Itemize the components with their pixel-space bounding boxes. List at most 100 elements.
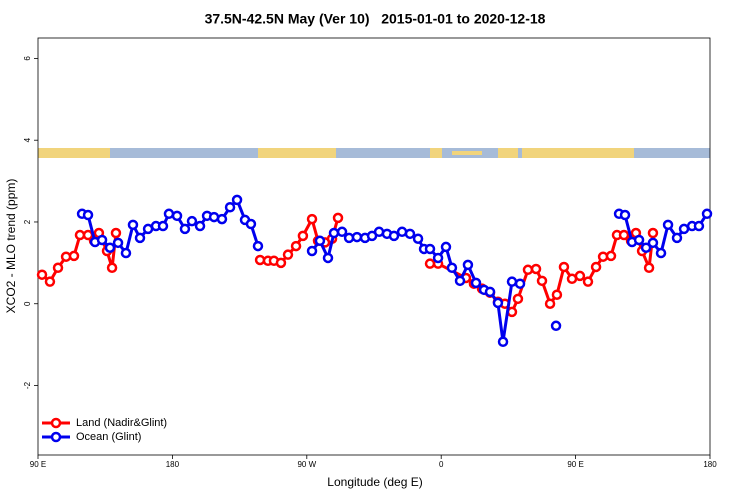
legend-marker — [50, 417, 62, 429]
land-band — [430, 148, 442, 158]
data-point — [662, 219, 674, 231]
ocean-band — [38, 148, 710, 158]
data-point — [446, 262, 458, 274]
y-tick-label: 2 — [23, 219, 32, 224]
data-point — [701, 208, 713, 220]
data-point — [424, 258, 436, 269]
data-point — [440, 241, 452, 253]
legend-marker — [50, 431, 62, 443]
y-tick-label: -2 — [23, 381, 32, 389]
land-band — [258, 148, 336, 158]
data-point — [245, 218, 257, 230]
x-tick-label: 180 — [703, 460, 717, 469]
y-tick-label: 0 — [23, 301, 32, 306]
data-point — [171, 210, 183, 222]
land-band — [522, 148, 634, 158]
x-axis-label: Longitude (deg E) — [327, 475, 422, 489]
data-point — [643, 262, 655, 274]
data-point — [647, 237, 659, 249]
data-point — [68, 250, 80, 262]
data-point — [522, 264, 534, 276]
data-point — [297, 230, 309, 242]
x-tick-label: 90 E — [30, 460, 46, 469]
data-point — [82, 209, 94, 221]
data-point — [179, 223, 191, 235]
data-point — [574, 270, 586, 282]
data-point — [544, 298, 556, 309]
data-point — [252, 240, 264, 252]
data-point — [388, 230, 400, 242]
x-tick-label: 180 — [166, 460, 180, 469]
data-point — [590, 261, 602, 273]
data-point — [671, 232, 683, 244]
data-point — [404, 228, 416, 240]
data-point — [484, 286, 496, 298]
y-tick-label: 6 — [23, 56, 32, 61]
data-point — [492, 297, 504, 309]
data-point — [120, 247, 132, 259]
x-tick-label: 0 — [439, 460, 444, 469]
data-point — [497, 336, 509, 348]
data-point — [633, 234, 645, 246]
data-point — [163, 208, 175, 220]
x-tick-label: 90 E — [567, 460, 583, 469]
data-point — [328, 227, 340, 239]
data-point — [618, 229, 630, 241]
y-axis-label: XCO2 - MLO trend (ppm) — [4, 179, 18, 314]
data-point — [96, 234, 108, 246]
data-point — [110, 227, 122, 239]
data-point — [332, 212, 344, 224]
data-point — [134, 232, 146, 244]
map-strip — [38, 148, 710, 158]
y-tick-label: 4 — [23, 137, 32, 142]
data-point — [412, 233, 424, 244]
data-point — [194, 220, 206, 232]
x-tick-label: 90 W — [297, 460, 316, 469]
data-point — [470, 277, 482, 289]
legend-label: Land (Nadir&Glint) — [76, 417, 167, 429]
data-point — [640, 242, 652, 253]
data-point — [462, 259, 474, 271]
data-point — [655, 247, 667, 259]
data-point — [104, 242, 116, 253]
data-point — [530, 263, 542, 275]
land-band — [498, 148, 518, 158]
data-point — [551, 289, 563, 300]
data-point — [514, 278, 526, 289]
data-point — [647, 227, 659, 239]
data-point — [582, 276, 594, 287]
data-point — [619, 209, 631, 221]
data-point — [224, 202, 236, 213]
data-point — [336, 226, 348, 238]
data-point — [52, 262, 64, 274]
data-point — [157, 220, 169, 232]
data-point — [351, 231, 363, 243]
data-point — [275, 257, 287, 269]
plot-frame — [37, 37, 711, 456]
chart-title: 37.5N-42.5N May (Ver 10) 2015-01-01 to 2… — [205, 11, 546, 27]
data-point — [106, 262, 118, 274]
data-point — [454, 275, 466, 287]
data-point — [424, 243, 436, 255]
data-point — [506, 276, 518, 287]
data-point — [432, 252, 444, 264]
data-point — [216, 213, 228, 225]
data-point — [314, 235, 326, 247]
data-point — [306, 213, 318, 225]
data-point — [306, 245, 318, 257]
data-point — [558, 261, 570, 273]
data-point — [186, 215, 198, 227]
data-point — [290, 240, 302, 252]
data-point — [112, 237, 124, 249]
data-point — [282, 249, 294, 260]
data-point — [536, 275, 548, 287]
data-point — [231, 194, 243, 206]
data-point — [322, 252, 334, 264]
data-point — [74, 229, 86, 241]
data-point — [36, 269, 48, 280]
data-point — [605, 250, 617, 262]
data-point — [693, 220, 705, 232]
data-point — [512, 293, 524, 305]
